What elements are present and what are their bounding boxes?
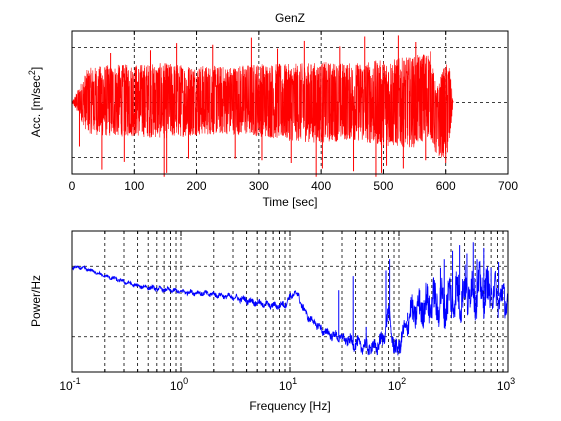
frequency-tick-base: 10 bbox=[497, 379, 511, 393]
acceleration-series bbox=[71, 35, 454, 177]
time-y-axis-label-superscript: 2 bbox=[27, 70, 37, 75]
frequency-tick-label: 103 bbox=[497, 376, 515, 393]
spectrum-chart: 10-1 100 101 102 103 Frequency [Hz] Power/Hz bbox=[29, 230, 515, 413]
frequency-tick-base: 10 bbox=[59, 379, 73, 393]
chart-title: GenZ bbox=[275, 11, 305, 25]
time-tick-label: 200 bbox=[187, 179, 207, 193]
power-spectrum-line bbox=[71, 260, 509, 356]
frequency-grid bbox=[72, 231, 508, 372]
time-x-axis-label: Time [sec] bbox=[263, 195, 318, 209]
frequency-tick-base: 10 bbox=[388, 379, 402, 393]
frequency-x-axis-label: Frequency [Hz] bbox=[249, 399, 330, 413]
time-y-axis-label-tail: ] bbox=[29, 67, 43, 70]
time-plot-frame bbox=[71, 30, 509, 175]
frequency-tick-label: 10-1 bbox=[59, 376, 80, 393]
frequency-plot-frame bbox=[71, 230, 509, 373]
time-y-axis-label-base: Acc. [m/sec bbox=[29, 75, 43, 137]
time-tick-label: 100 bbox=[124, 179, 144, 193]
frequency-tick-label: 102 bbox=[388, 376, 406, 393]
frequency-tick-exponent: 3 bbox=[510, 376, 515, 386]
power-spectrum-series bbox=[71, 242, 509, 356]
time-tick-label: 400 bbox=[311, 179, 331, 193]
acceleration-line bbox=[71, 51, 454, 158]
frequency-tick-base: 10 bbox=[170, 379, 184, 393]
frequency-tick-exponent: -1 bbox=[73, 376, 81, 386]
time-tick-label: 300 bbox=[249, 179, 269, 193]
time-tick-label: 600 bbox=[436, 179, 456, 193]
frequency-tick-base: 10 bbox=[279, 379, 293, 393]
frequency-tick-label: 100 bbox=[170, 376, 188, 393]
frequency-tick-label: 101 bbox=[279, 376, 297, 393]
frequency-tick-exponent: 2 bbox=[401, 376, 406, 386]
frequency-tick-exponent: 1 bbox=[292, 376, 297, 386]
time-series-chart: GenZ 0 100 200 300 400 500 600 700 Time [sec] A… bbox=[27, 11, 518, 209]
time-tick-label: 0 bbox=[69, 179, 76, 193]
time-tick-label: 500 bbox=[373, 179, 393, 193]
time-x-ticks: 0 100 200 300 400 500 600 700 bbox=[69, 31, 518, 193]
frequency-tick-exponent: 0 bbox=[183, 376, 188, 386]
frequency-y-axis-label: Power/Hz bbox=[29, 275, 43, 327]
time-y-axis-label: Acc. [m/sec2] bbox=[27, 67, 43, 137]
time-tick-label: 700 bbox=[498, 179, 518, 193]
